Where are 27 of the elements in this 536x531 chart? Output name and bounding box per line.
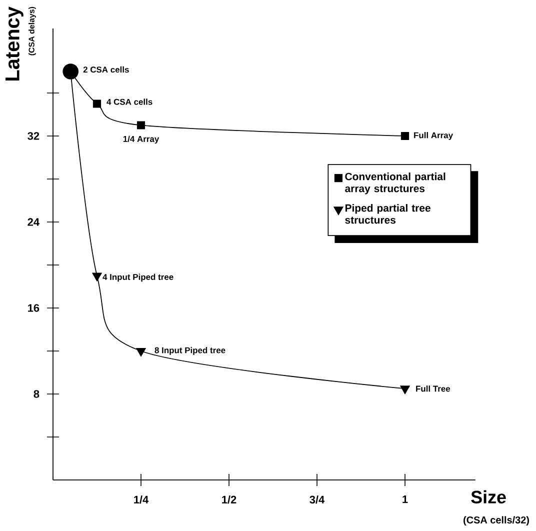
- y-tick-label: 32: [28, 132, 40, 140]
- y-tick-label: 8: [34, 390, 40, 398]
- point: [400, 386, 410, 394]
- x-tick-label: 3/4: [310, 495, 325, 504]
- annotation: 8 Input Piped tree: [154, 347, 226, 355]
- annotation: Full Array: [414, 132, 453, 140]
- legend-label: Piped partial tree structures: [345, 204, 430, 224]
- annotation: 2 CSA cells: [83, 66, 129, 73]
- point: [136, 121, 146, 130]
- point: [136, 348, 146, 356]
- x-tick-label: 1: [402, 495, 408, 503]
- x-tick-label: 1/4: [134, 495, 149, 504]
- legend-label: Conventional partial array structures: [345, 172, 446, 194]
- point: [92, 272, 102, 282]
- annotation: 4 Input Piped tree: [102, 274, 174, 282]
- point: [62, 64, 79, 80]
- x-tick-label: 1/2: [222, 495, 236, 504]
- text: (CSA cells/32): [464, 516, 529, 526]
- annotation: 4 CSA cells: [106, 98, 152, 105]
- y-tick-label: 24: [28, 218, 40, 226]
- point: [92, 100, 102, 108]
- point: [400, 132, 410, 140]
- annotation: 1/4 Array: [123, 136, 160, 144]
- annotation: Full Tree: [416, 385, 450, 392]
- x-axis-title: Size: [471, 490, 506, 504]
- y-axis-title: Latency: [6, 6, 24, 80]
- y-tick-label: 16: [28, 304, 40, 312]
